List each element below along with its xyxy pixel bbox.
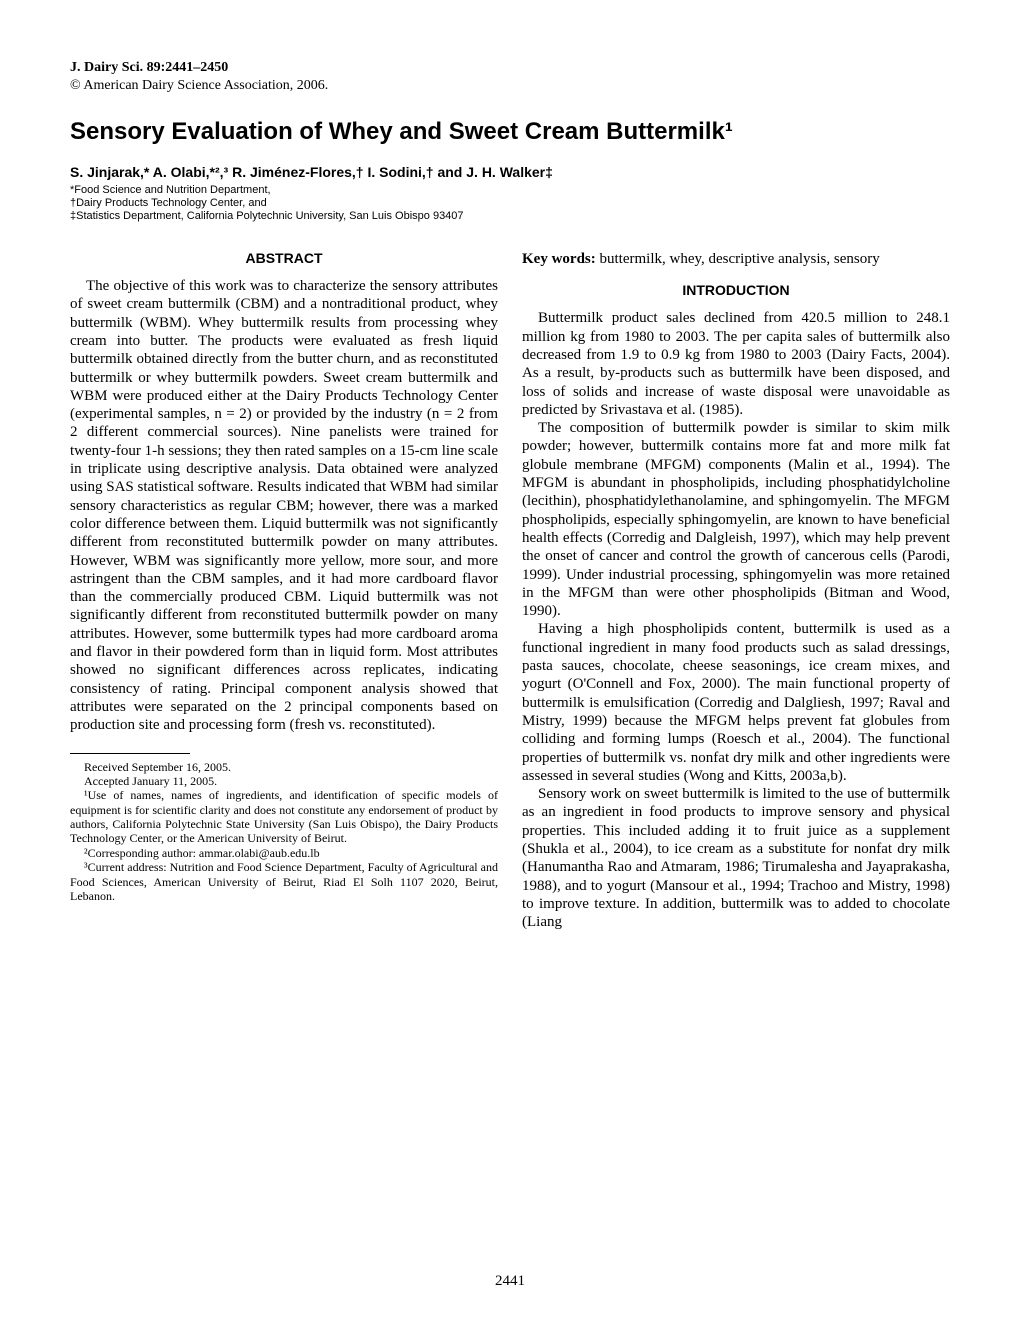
paper-title: Sensory Evaluation of Whey and Sweet Cre… <box>70 118 950 146</box>
intro-paragraph: Sensory work on sweet buttermilk is limi… <box>522 785 950 931</box>
two-column-layout: ABSTRACT The objective of this work was … <box>70 250 950 931</box>
intro-paragraph: Buttermilk product sales declined from 4… <box>522 309 950 419</box>
intro-paragraph: The composition of buttermilk powder is … <box>522 419 950 620</box>
journal-info: J. Dairy Sci. 89:2441–2450 <box>70 60 950 76</box>
keywords-line: Key words: buttermilk, whey, descriptive… <box>522 250 950 268</box>
introduction-heading: INTRODUCTION <box>522 282 950 299</box>
authors-line: S. Jinjarak,* A. Olabi,*²,³ R. Jiménez-F… <box>70 164 950 180</box>
affiliation-line: †Dairy Products Technology Center, and <box>70 197 950 209</box>
footnote-accepted: Accepted January 11, 2005. <box>70 774 498 788</box>
footnote-corresponding: ²Corresponding author: ammar.olabi@aub.e… <box>70 846 498 860</box>
abstract-heading: ABSTRACT <box>70 250 498 267</box>
intro-paragraph: Having a high phospholipids content, but… <box>522 620 950 785</box>
footnote-rule <box>70 753 190 754</box>
copyright-line: © American Dairy Science Association, 20… <box>70 78 950 94</box>
footnote-current-address: ³Current address: Nutrition and Food Sci… <box>70 860 498 903</box>
keywords-text: buttermilk, whey, descriptive analysis, … <box>596 251 880 267</box>
right-column: Key words: buttermilk, whey, descriptive… <box>522 250 950 931</box>
footnote-disclaimer: ¹Use of names, names of ingredients, and… <box>70 788 498 846</box>
affiliation-line: ‡Statistics Department, California Polyt… <box>70 210 950 222</box>
abstract-text: The objective of this work was to charac… <box>70 277 498 734</box>
keywords-label: Key words: <box>522 251 596 267</box>
affiliation-line: *Food Science and Nutrition Department, <box>70 184 950 196</box>
page-number: 2441 <box>495 1273 525 1290</box>
left-column: ABSTRACT The objective of this work was … <box>70 250 498 931</box>
footnote-received: Received September 16, 2005. <box>70 760 498 774</box>
